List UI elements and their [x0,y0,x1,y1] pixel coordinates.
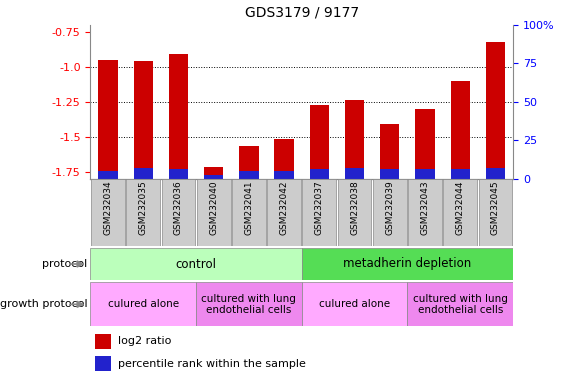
Text: GSM232035: GSM232035 [139,180,147,235]
Text: GSM232040: GSM232040 [209,180,218,235]
Bar [168,54,188,179]
Text: metadherin depletion: metadherin depletion [343,258,472,270]
Title: GDS3179 / 9177: GDS3179 / 9177 [245,6,359,20]
Bar [479,179,512,246]
Bar [239,146,258,179]
Bar [168,169,188,179]
Text: GSM232043: GSM232043 [420,180,430,235]
Bar [94,334,111,349]
Text: GSM232034: GSM232034 [103,180,113,235]
Bar [345,168,364,179]
Bar [302,248,513,280]
Bar [345,100,364,179]
Bar [134,61,153,179]
Bar [91,179,125,246]
Bar [310,169,329,179]
Bar [380,169,399,179]
Text: GSM232041: GSM232041 [244,180,254,235]
Bar [380,124,399,179]
Text: GSM232038: GSM232038 [350,180,359,235]
Text: GSM232044: GSM232044 [456,180,465,235]
Bar [90,282,196,326]
Bar [267,179,301,246]
Bar [239,171,258,179]
Text: percentile rank within the sample: percentile rank within the sample [118,359,305,369]
Bar [127,179,160,246]
Text: GSM232045: GSM232045 [491,180,500,235]
Text: GSM232036: GSM232036 [174,180,183,235]
Bar [415,109,435,179]
Bar [196,179,230,246]
Bar [275,171,294,179]
Text: growth protocol: growth protocol [0,299,87,310]
Bar [196,282,302,326]
Text: culured alone: culured alone [319,299,390,310]
Text: cultured with lung
endothelial cells: cultured with lung endothelial cells [202,293,296,315]
Bar [99,171,118,179]
Bar [373,179,407,246]
Bar [451,81,470,179]
Text: GSM232042: GSM232042 [280,180,289,235]
Bar [204,175,223,179]
Bar [134,168,153,179]
Text: GSM232039: GSM232039 [385,180,394,235]
Text: cultured with lung
endothelial cells: cultured with lung endothelial cells [413,293,508,315]
Bar [161,179,195,246]
Text: log2 ratio: log2 ratio [118,336,171,346]
Bar [232,179,266,246]
Bar [303,179,336,246]
Bar [310,104,329,179]
Bar [275,139,294,179]
Bar [90,248,302,280]
Bar [99,60,118,179]
Text: culured alone: culured alone [108,299,179,310]
Bar [94,356,111,371]
Bar [415,169,435,179]
Bar [486,168,505,179]
Bar [338,179,371,246]
Text: GSM232037: GSM232037 [315,180,324,235]
Bar [443,179,477,246]
Bar [408,282,513,326]
Bar [408,179,442,246]
Bar [486,42,505,179]
Text: protocol: protocol [42,259,87,269]
Bar [451,169,470,179]
Bar [302,282,408,326]
Text: control: control [175,258,216,270]
Bar [204,167,223,179]
